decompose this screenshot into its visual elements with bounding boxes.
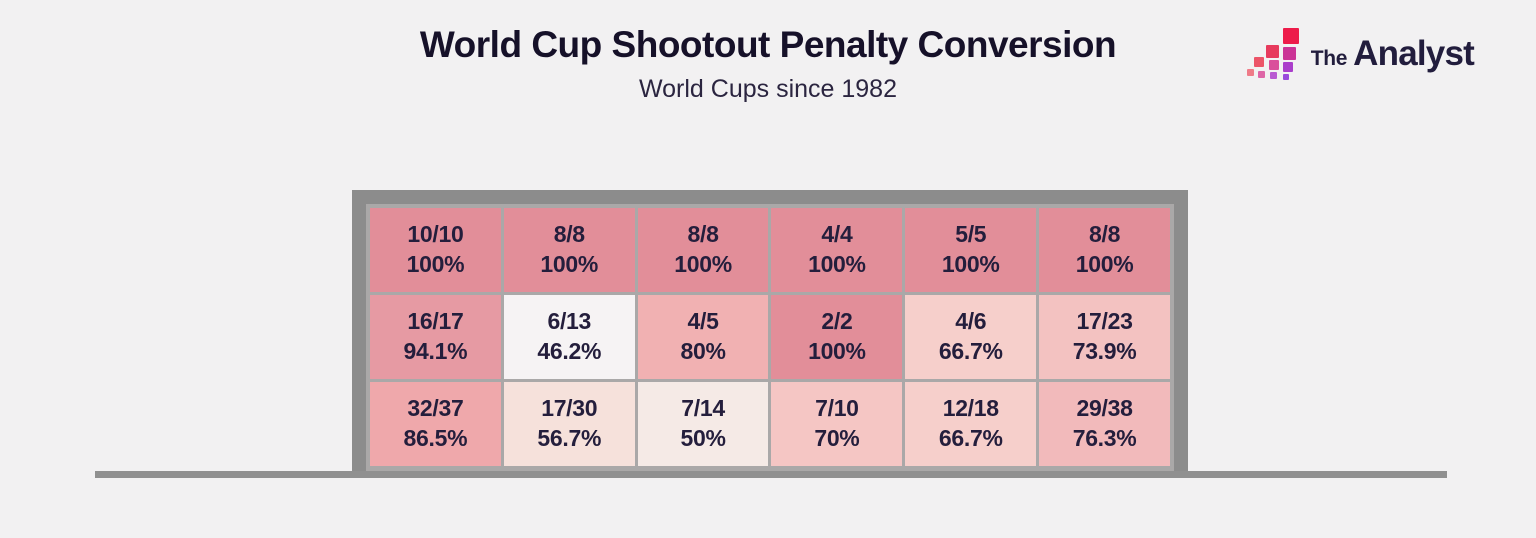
goal-zone-cell: 32/37 86.5% [370,382,501,466]
goal-zone-cell: 8/8 100% [637,208,769,292]
page-title: World Cup Shootout Penalty Conversion [419,24,1117,65]
cell-percentage: 66.7% [938,338,1003,364]
cell-score: 8/8 [553,221,585,248]
goal-zone-cell: 7/10 70% [771,382,903,466]
cell-score: 6/13 [547,308,592,335]
logo-word-the: The [1310,47,1348,70]
cell-percentage: 94.1% [403,338,468,364]
header: World Cup Shootout Penalty Conversion Wo… [0,24,1536,104]
cell-percentage: 50% [680,425,726,451]
cell-score: 17/23 [1076,308,1133,335]
analyst-stairs-icon [1246,28,1299,80]
goal-zone-cell: 10/10 100% [370,208,501,292]
cell-percentage: 46.2% [537,338,602,364]
cell-percentage: 100% [540,251,599,277]
goal-frame: 10/10 100% 8/8 100% 8/8 100% 4/4 100% 5/… [352,190,1188,478]
cell-score: 2/2 [821,308,853,335]
cell-score: 4/4 [821,221,853,248]
goal-zone-cell: 6/13 46.2% [503,295,635,379]
page-subtitle: World Cups since 1982 [638,75,897,103]
cell-percentage: 100% [406,251,465,277]
goal-zone-cell: 4/4 100% [771,208,903,292]
cell-score: 32/37 [407,395,464,422]
goal-zone-cell: 29/38 76.3% [1039,382,1170,466]
logo-word-analyst: Analyst [1353,34,1475,73]
cell-percentage: 100% [1075,251,1134,277]
goal-zone-cell: 2/2 100% [771,295,903,379]
ground-line [95,471,1447,478]
cell-score: 7/14 [681,395,725,422]
cell-score: 17/30 [541,395,598,422]
cell-score: 8/8 [687,221,719,248]
cell-percentage: 100% [674,251,732,277]
goal-zone-cell: 4/5 80% [637,295,769,379]
goal-zone-cell: 17/30 56.7% [503,382,635,466]
cell-percentage: 100% [808,251,866,277]
cell-percentage: 56.7% [537,425,602,451]
cell-percentage: 100% [808,338,866,364]
goal-zone-cell: 8/8 100% [503,208,635,292]
cell-score: 5/5 [955,221,987,248]
the-analyst-logo: The Analyst [1246,28,1475,80]
cell-score: 4/6 [955,308,987,335]
cell-score: 16/17 [407,308,464,335]
cell-percentage: 86.5% [403,425,468,451]
penalty-heatmap-grid: 10/10 100% 8/8 100% 8/8 100% 4/4 100% 5/… [366,204,1174,478]
goal-zone-cell: 7/14 50% [637,382,769,466]
cell-score: 12/18 [942,395,999,422]
cell-percentage: 76.3% [1072,425,1137,451]
cell-percentage: 70% [814,425,860,451]
cell-score: 10/10 [407,221,464,248]
goal-zone-cell: 17/23 73.9% [1039,295,1170,379]
cell-score: 29/38 [1076,395,1133,422]
cell-percentage: 73.9% [1072,338,1137,364]
goal-zone-cell: 12/18 66.7% [905,382,1037,466]
cell-percentage: 66.7% [938,425,1003,451]
goal-zone-cell: 4/6 66.7% [905,295,1037,379]
logo-wordmark: The Analyst [1310,34,1475,74]
goal-zone-cell: 5/5 100% [905,208,1037,292]
goal-zone-cell: 16/17 94.1% [370,295,501,379]
cell-percentage: 80% [680,338,726,364]
cell-score: 8/8 [1089,221,1121,248]
cell-score: 7/10 [815,395,859,422]
cell-score: 4/5 [687,308,719,335]
cell-percentage: 100% [941,251,1000,277]
goal-zone-cell: 8/8 100% [1039,208,1170,292]
